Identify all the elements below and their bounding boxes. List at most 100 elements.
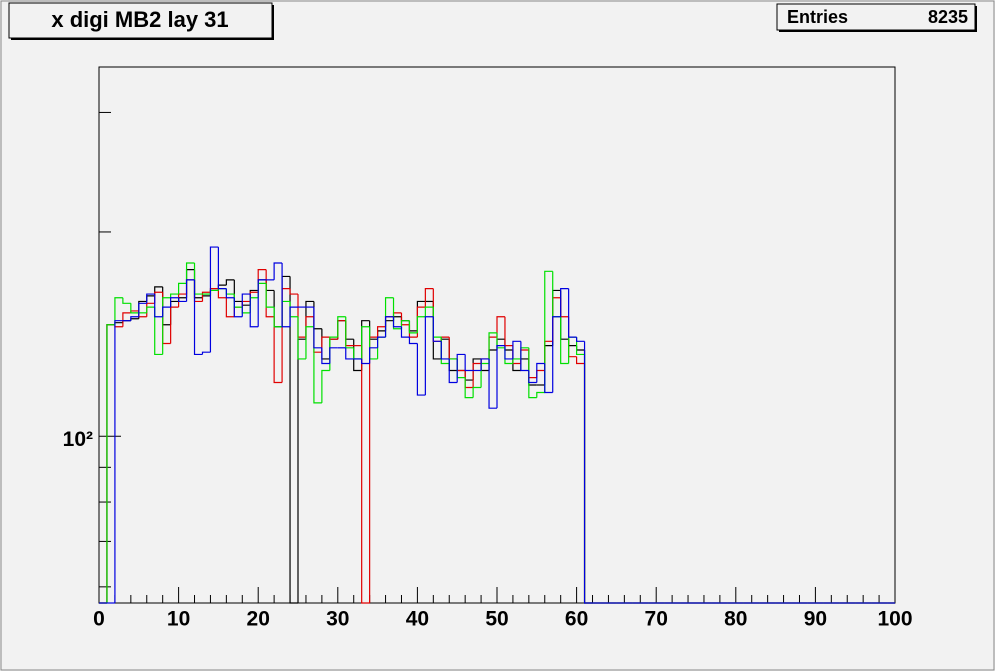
histogram-bin [130,303,139,314]
histogram-bin [209,246,219,353]
histogram-bin [138,302,147,317]
histogram-bin [170,297,179,308]
histogram-bin [114,320,123,603]
histogram-bin [576,337,585,356]
histogram-bin [440,341,450,360]
histogram-bin [464,377,474,399]
histogram-bin [560,288,569,317]
histogram-bin [448,358,458,384]
histogram-bin [568,288,577,338]
histogram-bin [321,336,330,353]
histogram-bin [496,345,505,409]
histogram-bin [241,293,251,317]
histogram-bin [544,363,553,394]
histogram-bin [432,316,442,342]
histogram-bin [377,336,386,348]
histogram-bin [528,370,537,384]
histogram-bin [361,358,370,365]
x-tick-label: 10 [167,608,190,631]
histogram-bin [576,356,585,365]
histogram-bin [416,316,426,333]
histogram-bin [313,307,322,349]
histogram-bin [377,326,386,338]
histogram-bin [225,297,235,318]
histogram-bin [472,362,482,388]
histogram-bin [528,347,537,399]
histogram-bin [369,347,378,364]
histogram-bin [265,283,275,308]
histogram-bin [480,358,490,371]
x-tick-label: 60 [565,608,588,631]
histogram-bin [185,262,195,284]
x-tick-label: 50 [485,608,508,631]
chart-title: x digi MB2 lay 31 [51,7,228,32]
histogram-bin [416,343,426,396]
x-tick-label: 100 [877,608,912,631]
histogram-bin [217,288,227,299]
histogram-bin [201,351,211,355]
x-tick-label: 30 [326,608,349,631]
histogram-bin [122,297,131,304]
histogram-bin [162,306,171,317]
histogram-bin [424,316,434,396]
histogram-bin [281,263,291,328]
histogram-bin [560,316,569,365]
histogram-bin [273,262,283,280]
x-tick-label: 80 [724,608,747,631]
histogram-bin [146,293,155,304]
histogram-bin [345,347,354,360]
histogram-bin [456,353,466,383]
histogram-bin [130,316,139,321]
histogram-bin [122,312,131,327]
histogram-bin [178,282,187,295]
histogram-bin [583,341,593,604]
y-tick-label: 10² [63,428,93,451]
histogram-bin [257,279,267,327]
histogram-bin [273,307,283,328]
histogram-bin [424,288,434,308]
histogram-bin [225,288,235,299]
histogram-bin [520,341,529,372]
stats-value: 8235 [928,7,968,27]
histogram-bin [408,320,418,334]
stats-label: Entries [787,7,848,27]
histogram-bin [384,316,394,338]
histogram-bin [289,306,298,327]
histogram-bin [321,369,330,403]
histogram-bin [273,316,283,384]
x-tick-label: 70 [645,608,668,631]
histogram-bin [170,293,179,298]
histogram-bin [154,294,163,318]
histogram-bin [512,340,521,359]
histogram-bin [106,324,115,603]
histogram-bin [178,297,187,303]
x-tick-label: 90 [804,608,827,631]
stats-box [776,3,976,31]
histogram-bin [337,316,346,338]
histogram-bin [576,337,585,342]
histogram-bin [504,345,513,360]
histogram-bin [400,326,410,338]
x-tick-label: 40 [406,608,429,631]
histogram-bin [217,247,227,290]
histogram-bin [329,347,338,364]
histogram-bin [424,306,434,317]
histogram-bin [154,307,163,356]
histogram-bin [162,297,171,355]
x-tick-label: 20 [247,608,270,631]
histogram-bin [488,332,497,364]
histogram-bin [185,279,195,302]
histogram-bin [408,337,418,345]
histogram-bin [233,297,243,318]
histogram-bin [201,291,211,302]
histogram-bin [361,326,370,359]
histogram-bin [289,276,298,604]
histogram-bin [536,362,545,383]
histogram-bin [552,316,561,393]
histogram-bin [193,279,203,356]
histogram-bin [400,320,410,329]
histogram-bin [313,326,322,404]
histogram-bin [305,326,314,359]
histogram-bin [225,279,235,286]
